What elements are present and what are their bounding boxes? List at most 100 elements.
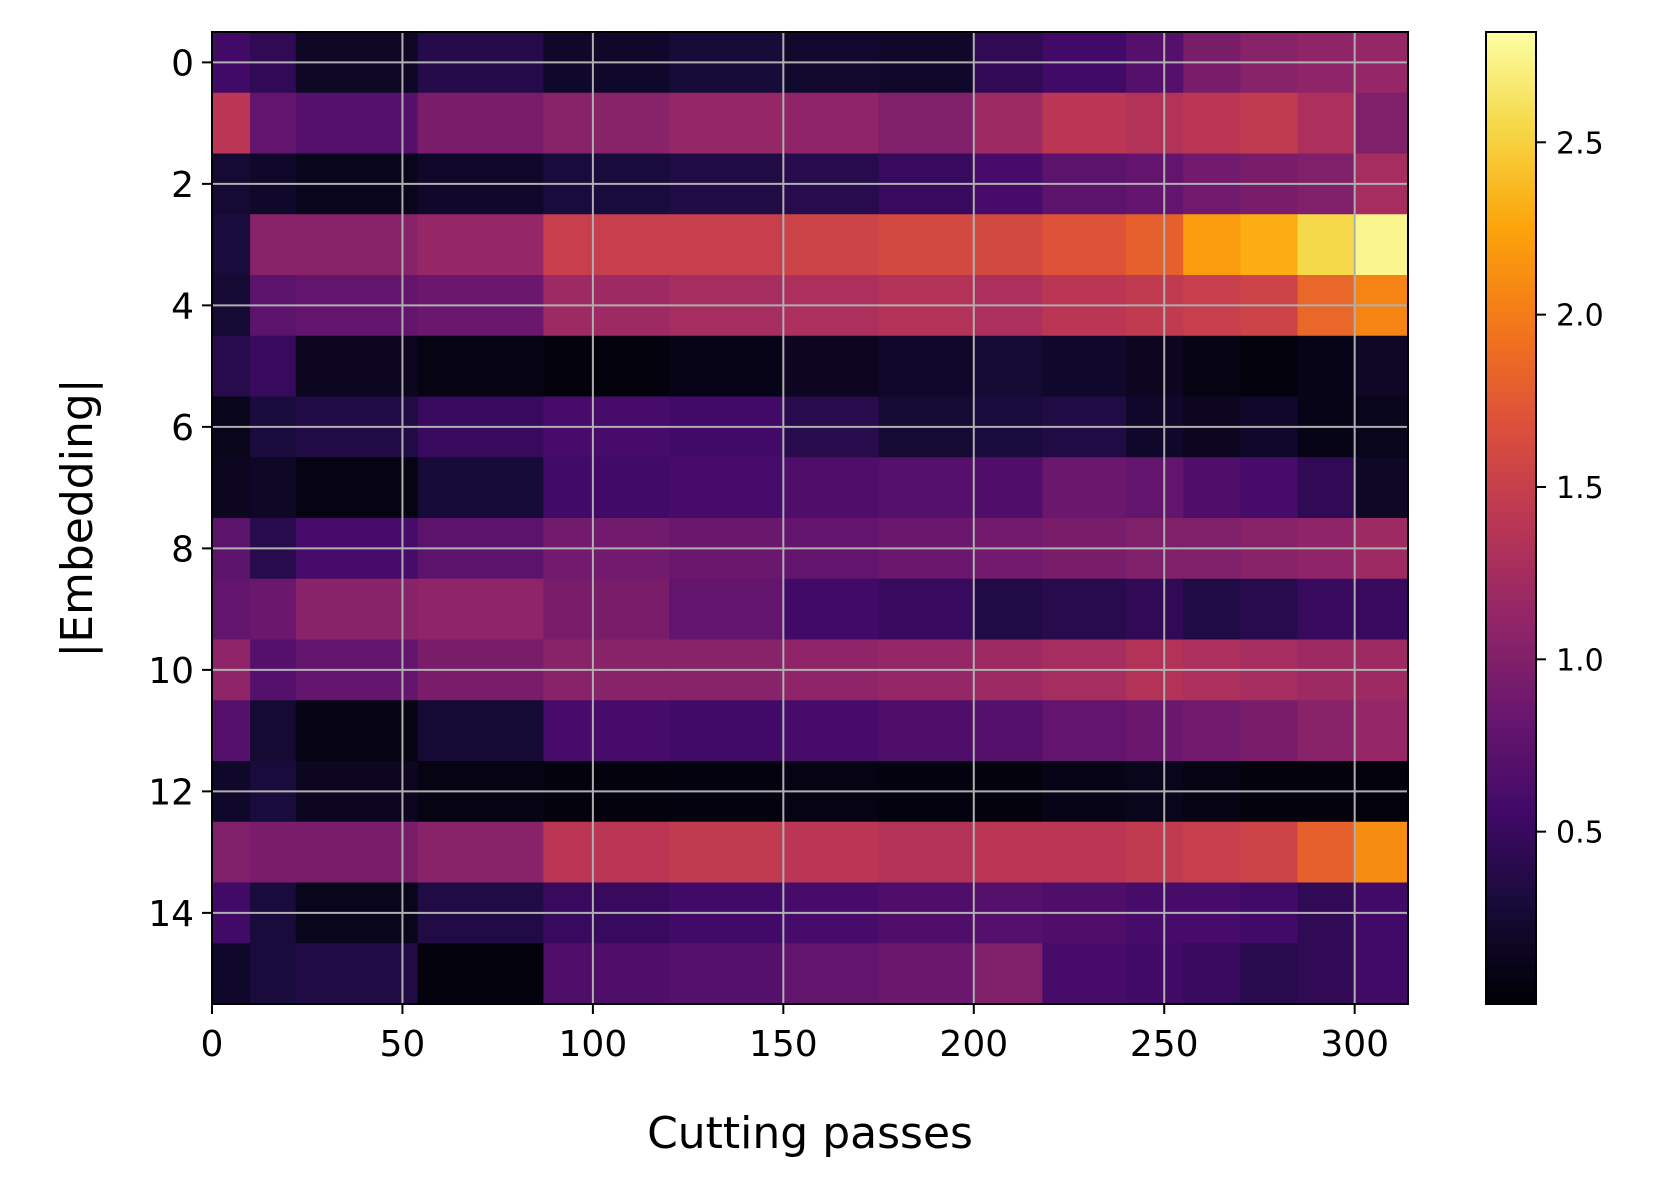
y-tick-label: 2 — [171, 165, 194, 206]
heatmap-cell — [212, 821, 251, 884]
y-tick-label: 10 — [148, 651, 194, 692]
heatmap-cells — [212, 32, 1409, 1005]
heatmap-cell — [212, 335, 251, 398]
heatmap-cell — [295, 943, 419, 1005]
heatmap-cell — [543, 700, 670, 762]
y-tick-label: 6 — [171, 408, 194, 449]
heatmap-cell — [1240, 457, 1299, 519]
heatmap-cell — [417, 943, 544, 1005]
x-tick-label: 150 — [749, 1024, 818, 1065]
x-tick-label: 250 — [1130, 1024, 1199, 1065]
heatmap-cell — [417, 214, 544, 276]
heatmap-cell — [1240, 92, 1299, 155]
y-axis: 0 2 4 6 8 10 12 14 — [148, 43, 212, 935]
heatmap-cell — [543, 92, 670, 155]
colorbar-tick-label: 1.0 — [1556, 643, 1604, 678]
heatmap-cell — [1354, 943, 1409, 1005]
heatmap-cell — [417, 821, 544, 884]
heatmap-cell — [1183, 700, 1241, 762]
heatmap-cell — [783, 700, 880, 762]
x-tick-label: 100 — [559, 1024, 628, 1065]
heatmap-cell — [669, 700, 784, 762]
heatmap-cell — [212, 700, 251, 762]
heatmap-cell — [878, 214, 975, 276]
heatmap-cell — [212, 214, 251, 276]
heatmap-cell — [1042, 700, 1127, 762]
heatmap-cell — [417, 457, 544, 519]
heatmap-cell — [1354, 700, 1409, 762]
heatmap-cell — [250, 214, 297, 276]
heatmap-cell — [417, 92, 544, 155]
heatmap-cell — [669, 457, 784, 519]
heatmap-cell — [1042, 335, 1127, 398]
heatmap-cell — [1183, 214, 1241, 276]
heatmap-cell — [543, 943, 670, 1005]
heatmap-cell — [417, 700, 544, 762]
heatmap-cell — [1297, 943, 1356, 1005]
heatmap-cell — [1126, 214, 1184, 276]
heatmap-cell — [1126, 457, 1184, 519]
heatmap-cell — [1354, 821, 1409, 884]
heatmap-cell — [973, 700, 1043, 762]
heatmap-cell — [417, 335, 544, 398]
y-tick-label: 8 — [171, 529, 194, 570]
heatmap-cell — [1240, 335, 1299, 398]
heatmap-cell — [1183, 578, 1241, 641]
y-tick-label: 12 — [148, 772, 194, 813]
heatmap-cell — [1183, 943, 1241, 1005]
colorbar-tick-label: 2.5 — [1556, 126, 1604, 161]
heatmap-cell — [1183, 92, 1241, 155]
heatmap-cell — [1354, 457, 1409, 519]
heatmap-cell — [1042, 821, 1127, 884]
y-tick-label: 4 — [171, 286, 194, 327]
heatmap-cell — [1126, 92, 1184, 155]
heatmap-cell — [543, 821, 670, 884]
y-axis-title: |Embedding| — [52, 378, 103, 657]
heatmap-cell — [1297, 92, 1356, 155]
heatmap-cell — [1126, 943, 1184, 1005]
heatmap-cell — [1126, 578, 1184, 641]
heatmap-cell — [250, 700, 297, 762]
heatmap-cell — [543, 457, 670, 519]
heatmap-cell — [1297, 335, 1356, 398]
heatmap-cell — [1042, 457, 1127, 519]
y-tick-label: 0 — [171, 43, 194, 84]
heatmap-cell — [1042, 92, 1127, 155]
heatmap-cell — [1240, 214, 1299, 276]
x-tick-label: 50 — [380, 1024, 426, 1065]
heatmap-cell — [295, 335, 419, 398]
x-axis: 0 50 100 150 200 250 300 — [201, 1004, 1389, 1065]
heatmap-cell — [1240, 578, 1299, 641]
heatmap-cell — [1354, 335, 1409, 398]
heatmap-cell — [250, 335, 297, 398]
heatmap-cell — [1183, 457, 1241, 519]
heatmap-cell — [973, 214, 1043, 276]
heatmap-cell — [1240, 943, 1299, 1005]
y-tick-label: 14 — [148, 894, 194, 935]
heatmap-cell — [973, 578, 1043, 641]
heatmap-cell — [878, 457, 975, 519]
heatmap-cell — [1297, 457, 1356, 519]
heatmap-cell — [250, 92, 297, 155]
heatmap-cell — [783, 821, 880, 884]
colorbar-tick-label: 2.0 — [1556, 299, 1604, 334]
heatmap-cell — [543, 335, 670, 398]
colorbar-tick-label: 1.5 — [1556, 471, 1604, 506]
heatmap-cell — [669, 578, 784, 641]
heatmap-cell — [250, 821, 297, 884]
heatmap-cell — [1354, 92, 1409, 155]
grid-lines — [211, 32, 1408, 1004]
x-tick-label: 200 — [939, 1024, 1008, 1065]
heatmap-cell — [543, 214, 670, 276]
heatmap-cell — [212, 578, 251, 641]
heatmap-cell — [250, 578, 297, 641]
heatmap-cell — [783, 457, 880, 519]
heatmap-cell — [1297, 821, 1356, 884]
heatmap-cell — [295, 578, 419, 641]
heatmap-cell — [1126, 335, 1184, 398]
heatmap-cell — [973, 457, 1043, 519]
heatmap-cell — [295, 700, 419, 762]
heatmap-cell — [1297, 700, 1356, 762]
heatmap-cell — [1240, 821, 1299, 884]
